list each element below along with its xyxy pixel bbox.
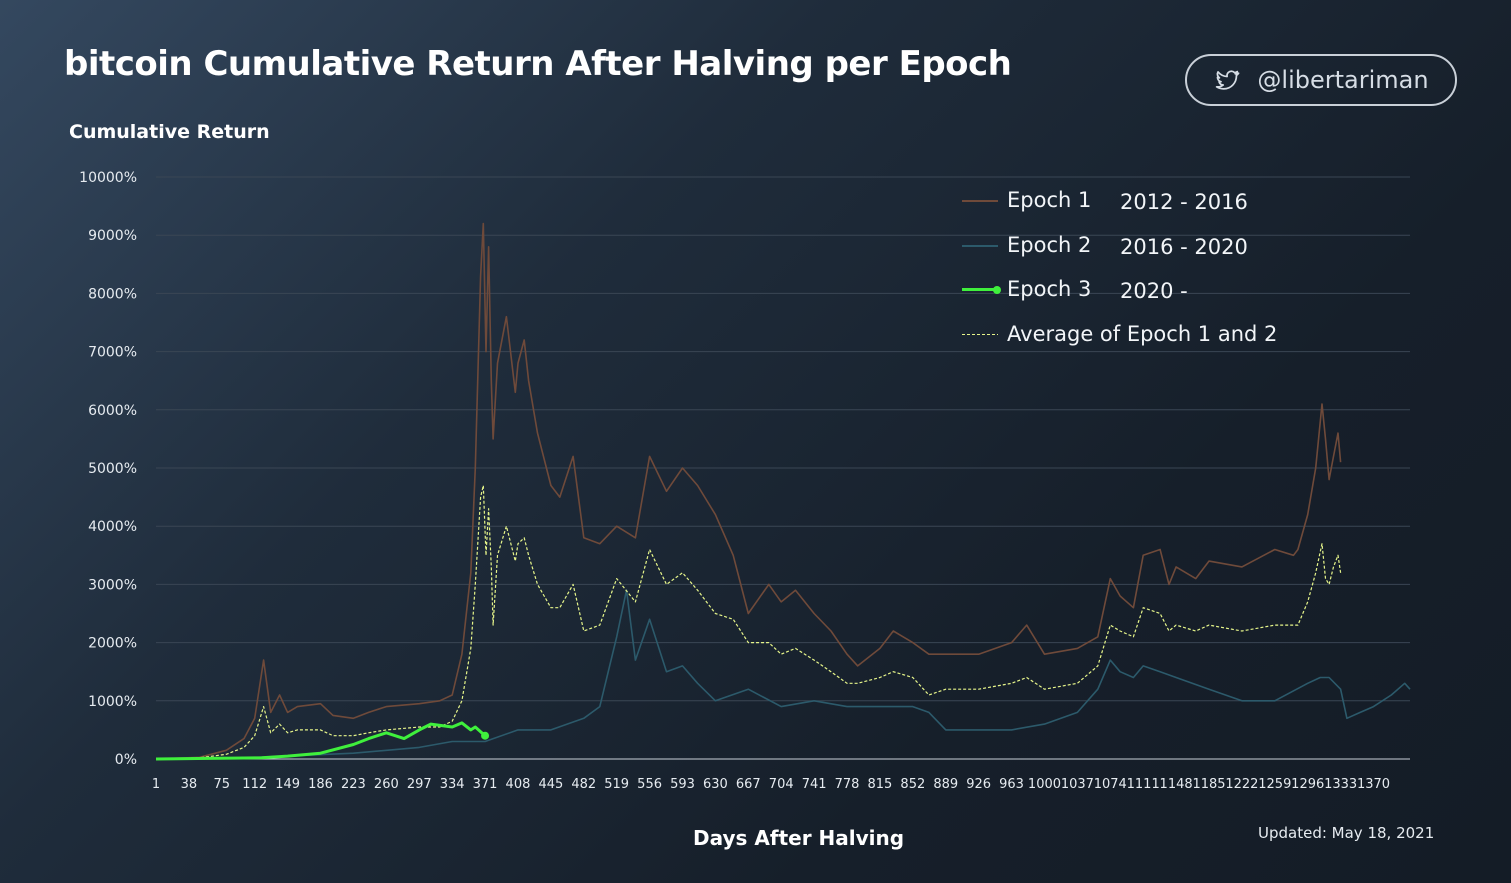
- y-tick-label: 6000%: [88, 403, 137, 419]
- x-tick-label: 186: [308, 777, 333, 792]
- x-tick-label: 519: [604, 777, 629, 792]
- series-line-epoch3: [155, 721, 487, 761]
- x-tick-label: 556: [637, 777, 662, 792]
- legend-swatch-epoch3: [962, 285, 1001, 294]
- updated-date: Updated: May 18, 2021: [1258, 824, 1435, 842]
- twitter-handle-badge[interactable]: @libertariman: [1185, 54, 1457, 106]
- legend-label: Epoch 3: [1007, 277, 1092, 301]
- y-tick-label: 9000%: [88, 228, 137, 244]
- x-tick-label: 482: [571, 777, 596, 792]
- x-tick-label: 334: [440, 777, 465, 792]
- x-tick-label: 815: [868, 777, 893, 792]
- x-tick-label: 445: [538, 777, 563, 792]
- x-tick-label: 593: [670, 777, 695, 792]
- twitter-bird-icon: [1216, 70, 1240, 90]
- twitter-handle-text: @libertariman: [1257, 66, 1429, 94]
- x-tick-label: 112: [242, 777, 267, 792]
- y-tick-label: 3000%: [88, 577, 137, 593]
- x-tick-label: 1: [152, 777, 160, 792]
- chart-title: bitcoin Cumulative Return After Halving …: [64, 44, 1012, 84]
- y-tick-label: 4000%: [88, 519, 137, 535]
- x-tick-label: 38: [181, 777, 198, 792]
- legend-item-average[interactable]: Average of Epoch 1 and 2: [962, 320, 1302, 350]
- legend-item-epoch3[interactable]: Epoch 3 2020 -: [962, 275, 1302, 305]
- legend-item-epoch2[interactable]: Epoch 2 2016 - 2020: [962, 231, 1302, 261]
- x-tick-label: 778: [835, 777, 860, 792]
- legend-label: Epoch 1: [1007, 188, 1092, 212]
- x-tick-label: 1111: [1127, 777, 1160, 792]
- legend-years: 2016 - 2020: [1120, 235, 1248, 259]
- legend-swatch-epoch1: [962, 200, 998, 202]
- series-line-epoch2: [155, 589, 1411, 760]
- x-tick-label: 1370: [1357, 777, 1390, 792]
- legend-marker-dot: [993, 285, 1001, 294]
- x-tick-label: 1074: [1094, 777, 1127, 792]
- series-line-epoch1: [155, 222, 1342, 760]
- legend-years: 2012 - 2016: [1120, 190, 1248, 214]
- x-tick-label: 963: [999, 777, 1024, 792]
- x-tick-label: 1185: [1192, 777, 1225, 792]
- y-axis-title: Cumulative Return: [69, 121, 270, 143]
- x-tick-label: 1222: [1225, 777, 1258, 792]
- x-tick-label: 1296: [1291, 777, 1324, 792]
- x-tick-label: 667: [736, 777, 761, 792]
- x-tick-label: 260: [374, 777, 399, 792]
- x-tick-label: 149: [275, 777, 300, 792]
- x-tick-label: 75: [214, 777, 231, 792]
- x-tick-label: 371: [473, 777, 498, 792]
- x-axis-title: Days After Halving: [693, 826, 905, 850]
- y-tick-label: 2000%: [88, 636, 137, 652]
- y-tick-label: 5000%: [88, 461, 137, 477]
- x-tick-label: 926: [966, 777, 991, 792]
- legend-swatch-average: [962, 334, 998, 335]
- legend-label: Epoch 2: [1007, 233, 1092, 257]
- y-tick-label: 8000%: [88, 286, 137, 302]
- x-tick-label: 1333: [1324, 777, 1357, 792]
- x-tick-label: 889: [933, 777, 958, 792]
- epoch3-endpoint-marker: [481, 731, 490, 740]
- legend-item-epoch1[interactable]: Epoch 1 2012 - 2016: [962, 186, 1302, 216]
- x-tick-label: 704: [769, 777, 794, 792]
- x-tick-label: 1037: [1061, 777, 1094, 792]
- x-tick-label: 852: [900, 777, 925, 792]
- x-tick-label: 297: [407, 777, 432, 792]
- legend-swatch-epoch2: [962, 245, 998, 247]
- legend-label: Average of Epoch 1 and 2: [1007, 322, 1278, 346]
- x-tick-label: 741: [802, 777, 827, 792]
- x-tick-label: 223: [341, 777, 366, 792]
- y-tick-label: 0%: [115, 752, 137, 768]
- y-tick-label: 1000%: [88, 694, 137, 710]
- y-tick-label: 7000%: [88, 345, 137, 361]
- x-tick-label: 1259: [1258, 777, 1291, 792]
- y-tick-label: 10000%: [79, 170, 137, 186]
- x-tick-label: 408: [506, 777, 531, 792]
- x-tick-label: 1148: [1160, 777, 1193, 792]
- x-tick-label: 1000: [1028, 777, 1061, 792]
- legend-years: 2020 -: [1120, 279, 1188, 303]
- x-tick-label: 630: [703, 777, 728, 792]
